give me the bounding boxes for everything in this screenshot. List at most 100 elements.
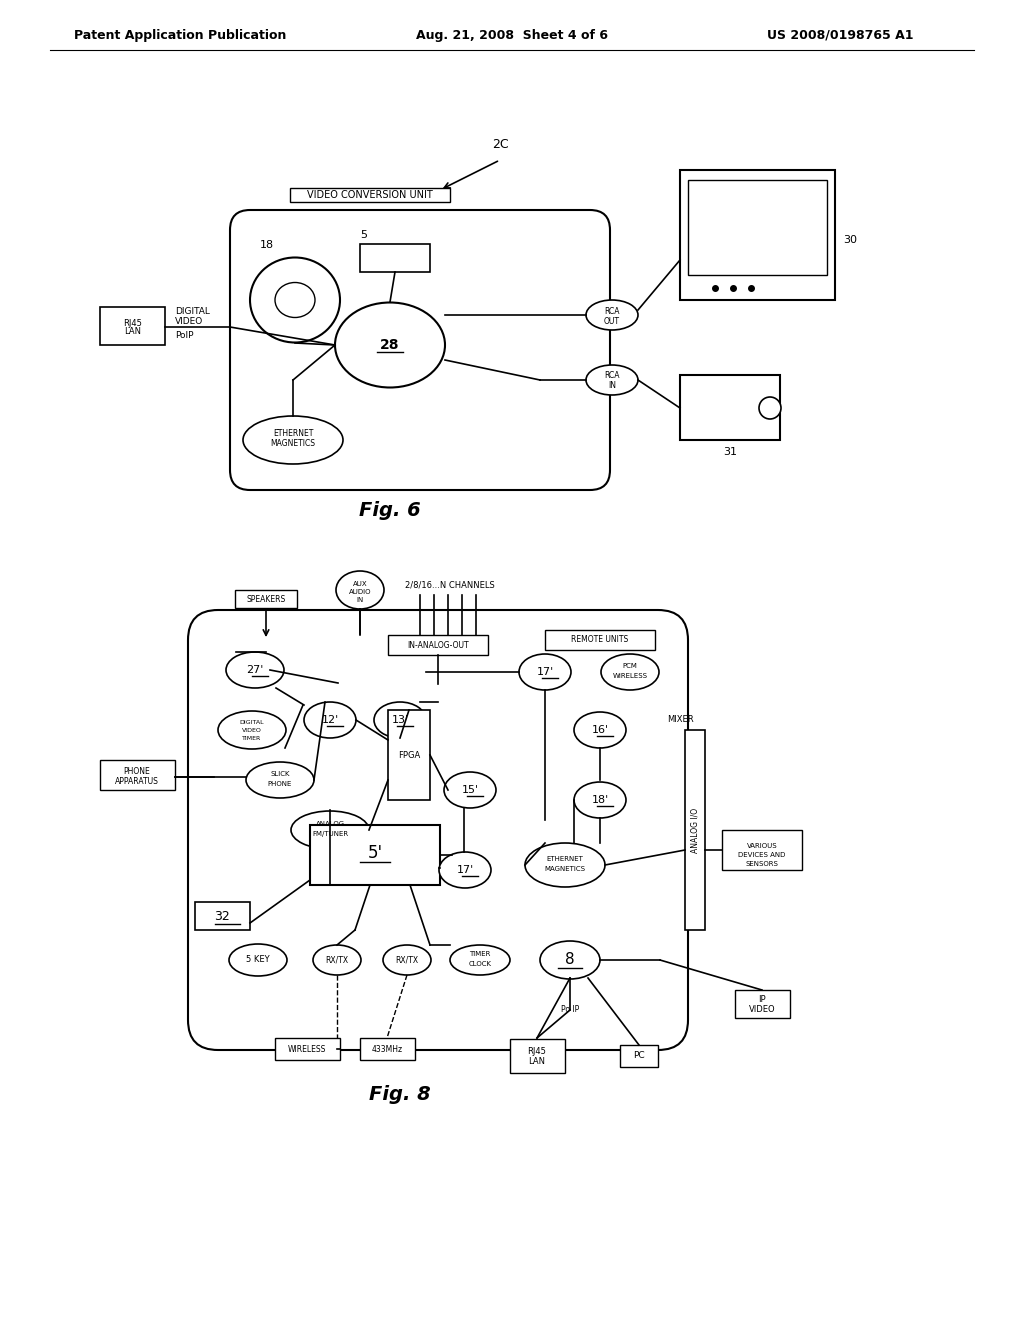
Text: PoIP: PoIP: [175, 330, 194, 339]
Text: ANALOG I/O: ANALOG I/O: [690, 808, 699, 853]
Ellipse shape: [444, 772, 496, 808]
Text: TIMER: TIMER: [243, 735, 261, 741]
Bar: [100, 308, 165, 345]
Text: RX/TX: RX/TX: [326, 956, 348, 965]
Text: VIDEO: VIDEO: [242, 727, 262, 733]
Text: PCM: PCM: [623, 663, 637, 669]
Text: VIDEO: VIDEO: [749, 1006, 775, 1015]
Ellipse shape: [519, 653, 571, 690]
Bar: [234, 590, 297, 609]
FancyBboxPatch shape: [230, 210, 610, 490]
Text: 13': 13': [391, 715, 409, 725]
Text: 2/8/16...N CHANNELS: 2/8/16...N CHANNELS: [406, 581, 495, 590]
Ellipse shape: [383, 945, 431, 975]
Bar: [688, 180, 827, 275]
Ellipse shape: [586, 300, 638, 330]
Ellipse shape: [335, 302, 445, 388]
Text: AUX: AUX: [352, 581, 368, 587]
Bar: [310, 825, 440, 884]
Text: Fig. 6: Fig. 6: [359, 500, 421, 520]
FancyBboxPatch shape: [188, 610, 688, 1049]
Ellipse shape: [246, 762, 314, 799]
Text: VARIOUS: VARIOUS: [746, 843, 777, 849]
Text: 16': 16': [592, 725, 608, 735]
Ellipse shape: [226, 652, 284, 688]
Text: 15': 15': [462, 785, 478, 795]
Text: AUDIO: AUDIO: [349, 589, 372, 595]
Bar: [290, 187, 450, 202]
Ellipse shape: [525, 843, 605, 887]
Bar: [620, 1045, 658, 1067]
Text: PHONE: PHONE: [124, 767, 151, 776]
Text: WIRELESS: WIRELESS: [612, 673, 647, 678]
Text: MAGNETICS: MAGNETICS: [270, 440, 315, 449]
Ellipse shape: [601, 653, 659, 690]
Ellipse shape: [304, 702, 356, 738]
Bar: [722, 830, 802, 870]
Ellipse shape: [313, 945, 361, 975]
Text: DIGITAL: DIGITAL: [240, 719, 264, 725]
Text: IN: IN: [356, 597, 364, 603]
Ellipse shape: [291, 810, 369, 849]
Text: 5 KEY: 5 KEY: [246, 956, 269, 965]
Text: 12': 12': [322, 715, 339, 725]
Bar: [510, 1039, 565, 1073]
Text: US 2008/0198765 A1: US 2008/0198765 A1: [767, 29, 913, 41]
Ellipse shape: [450, 945, 510, 975]
Text: 17': 17': [537, 667, 554, 677]
Text: MAGNETICS: MAGNETICS: [545, 866, 586, 873]
Text: SPEAKERS: SPEAKERS: [247, 594, 286, 603]
Text: Fig. 8: Fig. 8: [369, 1085, 431, 1105]
Text: 18: 18: [260, 240, 274, 249]
Ellipse shape: [759, 397, 781, 418]
Text: RJ45: RJ45: [527, 1048, 547, 1056]
Text: RCA: RCA: [604, 306, 620, 315]
Text: Aug. 21, 2008  Sheet 4 of 6: Aug. 21, 2008 Sheet 4 of 6: [416, 29, 608, 41]
Bar: [545, 630, 655, 649]
Bar: [100, 760, 175, 789]
Ellipse shape: [574, 781, 626, 818]
Text: 2C: 2C: [492, 139, 508, 152]
Text: ETHERNET: ETHERNET: [547, 855, 584, 862]
Text: RX/TX: RX/TX: [395, 956, 419, 965]
Text: 27': 27': [247, 665, 264, 675]
Text: FPGA: FPGA: [398, 751, 420, 759]
Text: IN-ANALOG-OUT: IN-ANALOG-OUT: [408, 640, 469, 649]
Text: VIDEO CONVERSION UNIT: VIDEO CONVERSION UNIT: [307, 190, 433, 201]
Text: 31: 31: [723, 447, 737, 457]
Ellipse shape: [540, 941, 600, 979]
Text: LAN: LAN: [125, 327, 141, 337]
Bar: [360, 244, 430, 272]
Bar: [680, 375, 780, 440]
Text: DIGITAL: DIGITAL: [175, 308, 210, 317]
Text: MIXER: MIXER: [667, 715, 693, 725]
Text: ETHERNET: ETHERNET: [272, 429, 313, 438]
Text: 5': 5': [368, 843, 383, 862]
Text: ANALOG: ANALOG: [315, 821, 344, 828]
Text: 5: 5: [360, 230, 367, 240]
Text: 18': 18': [592, 795, 608, 805]
Text: PC: PC: [633, 1052, 645, 1060]
Text: DEVICES AND: DEVICES AND: [738, 851, 785, 858]
Text: REMOTE UNITS: REMOTE UNITS: [571, 635, 629, 644]
Ellipse shape: [243, 416, 343, 465]
Ellipse shape: [250, 257, 340, 342]
Ellipse shape: [574, 711, 626, 748]
Ellipse shape: [374, 702, 426, 738]
Bar: [195, 902, 250, 931]
Text: OUT: OUT: [604, 317, 620, 326]
Text: SLICK: SLICK: [270, 771, 290, 777]
Text: Patent Application Publication: Patent Application Publication: [74, 29, 286, 41]
Text: LAN: LAN: [528, 1057, 546, 1067]
Bar: [360, 1038, 415, 1060]
Ellipse shape: [336, 572, 384, 609]
Text: PHONE: PHONE: [268, 781, 292, 787]
Text: 8: 8: [565, 953, 574, 968]
Ellipse shape: [439, 851, 490, 888]
Bar: [685, 730, 705, 931]
Bar: [388, 635, 488, 655]
Bar: [680, 170, 835, 300]
Ellipse shape: [275, 282, 315, 318]
Text: CLOCK: CLOCK: [469, 961, 492, 968]
Text: VIDEO: VIDEO: [175, 318, 203, 326]
